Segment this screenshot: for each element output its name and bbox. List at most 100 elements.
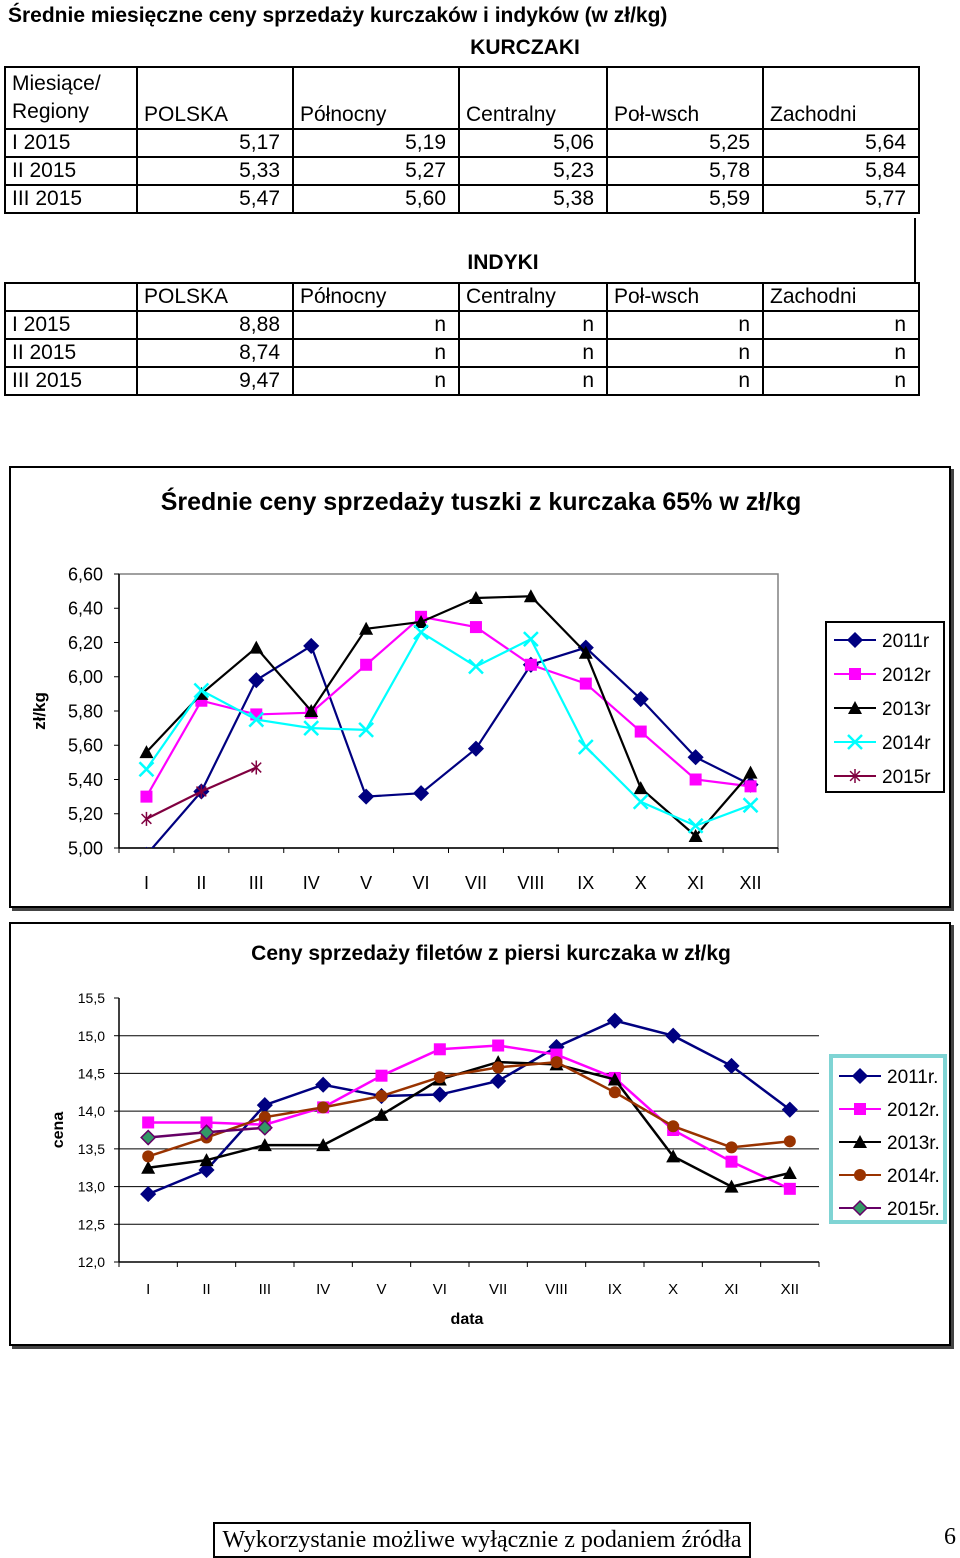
marker-stroke (522, 631, 539, 647)
table-row: II 2015 5,33 5,27 5,23 5,78 5,84 (4, 156, 920, 186)
table-cell: 5,19 (292, 128, 460, 158)
legend-label: 2013r. (887, 1133, 940, 1154)
legend-label: 2012r. (887, 1100, 940, 1121)
data-point-marker (139, 745, 154, 759)
data-point-marker (490, 1072, 507, 1090)
series-line (147, 1060, 790, 1158)
table-cell: n (458, 366, 608, 396)
data-point-marker (524, 658, 537, 671)
table-cell: 8,74 (136, 338, 294, 368)
marker-stroke (577, 739, 594, 755)
x-tick-label: XII (740, 873, 762, 893)
table-cell: 5,25 (606, 128, 764, 158)
data-point-marker (607, 1072, 622, 1086)
data-point-marker (142, 1116, 155, 1129)
table-cell: 5,27 (292, 156, 460, 186)
data-point-marker (375, 1069, 388, 1082)
y-tick-label: 5,60 (68, 736, 103, 756)
data-point-marker (249, 640, 264, 654)
data-point-marker (723, 1057, 740, 1074)
row-label: I 2015 (4, 128, 138, 158)
chart-tuszka-svg: Średnie ceny sprzedaży tuszki z kurczaka… (30, 486, 945, 893)
data-point-marker (853, 1135, 867, 1148)
series-2012r (142, 1039, 796, 1195)
data-point-marker (360, 658, 373, 671)
data-point-marker (193, 682, 210, 699)
column-header: Poł-wsch (606, 66, 764, 130)
table-cell: 5,38 (458, 184, 608, 214)
marker-stroke (687, 817, 704, 834)
data-point-marker (854, 1169, 866, 1181)
kurczaki-section-title: KURCZAKI (470, 36, 580, 59)
data-point-marker (577, 739, 594, 755)
data-point-marker (846, 631, 864, 649)
data-point-marker (433, 1071, 446, 1084)
data-point-marker (469, 621, 482, 634)
chart-filety: Ceny sprzedaży filetów z piersi kurczaka… (9, 922, 951, 1346)
marker-stroke (413, 624, 429, 641)
y-tick-label: 5,00 (68, 838, 103, 858)
table-header-row: Miesiące/ Regiony POLSKA Północny Centra… (4, 66, 920, 130)
marker-stroke (358, 721, 375, 738)
data-point-marker (724, 1179, 739, 1193)
column-header: Północny (292, 66, 460, 130)
x-tick-label: IX (608, 1281, 622, 1298)
y-tick-label: 13,0 (78, 1179, 105, 1195)
series-2011r (145, 637, 759, 848)
table-cell: n (762, 310, 920, 340)
series-line (148, 1044, 791, 1190)
data-point-marker (140, 1186, 157, 1203)
series-2015r (140, 1119, 273, 1146)
series-2015r (141, 760, 262, 826)
y-axis-label: zł/kg (30, 692, 49, 730)
y-tick-label: 5,20 (68, 804, 103, 824)
legend-item: 2014r (834, 733, 931, 754)
x-tick-label: I (146, 1281, 150, 1298)
chart-tuszka: Średnie ceny sprzedaży tuszki z kurczaka… (9, 466, 951, 908)
column-header: POLSKA (136, 282, 294, 312)
data-point-marker (412, 785, 430, 802)
data-point-marker (849, 668, 861, 680)
data-point-marker (665, 1027, 682, 1044)
table-cell: n (458, 338, 608, 368)
data-point-marker (744, 780, 757, 793)
series-line (148, 1060, 791, 1188)
table-cell: 8,88 (136, 310, 294, 340)
x-tick-label: VIII (545, 1281, 568, 1298)
x-tick-label: IV (316, 1281, 330, 1298)
data-point-marker (578, 645, 593, 659)
table-cell: 9,47 (136, 366, 294, 396)
y-tick-label: 5,40 (68, 770, 103, 790)
data-point-marker (522, 631, 539, 647)
table-cell: 5,47 (136, 184, 294, 214)
x-tick-label: IV (303, 873, 320, 893)
column-header: POLSKA (136, 66, 294, 130)
data-point-marker (467, 740, 485, 757)
legend-item: 2015r (834, 767, 931, 788)
table-cell: n (762, 366, 920, 396)
data-point-marker (725, 1155, 738, 1168)
data-point-marker (141, 1160, 156, 1174)
data-point-marker (200, 1116, 213, 1129)
marker-stroke (847, 734, 863, 750)
row-label: II 2015 (4, 338, 138, 368)
table-border-segment (914, 218, 916, 282)
data-point-marker (142, 1150, 155, 1163)
legend-item: 2012r (834, 665, 931, 686)
series-line (145, 630, 751, 827)
data-point-marker (579, 677, 592, 690)
y-tick-label: 6,60 (68, 564, 103, 584)
data-point-marker (468, 590, 483, 604)
data-point-marker (743, 765, 758, 779)
legend-label: 2014r (882, 733, 931, 754)
table-cell: n (292, 338, 460, 368)
data-point-marker (141, 811, 152, 826)
data-point-marker (140, 1129, 157, 1146)
data-point-marker (374, 1107, 389, 1121)
legend-item: 2015r. (839, 1199, 940, 1220)
data-point-marker (687, 817, 704, 834)
x-tick-label: III (259, 1281, 272, 1298)
series-line (150, 644, 752, 848)
data-point-marker (688, 829, 703, 843)
legend-item: 2013r (834, 699, 931, 720)
